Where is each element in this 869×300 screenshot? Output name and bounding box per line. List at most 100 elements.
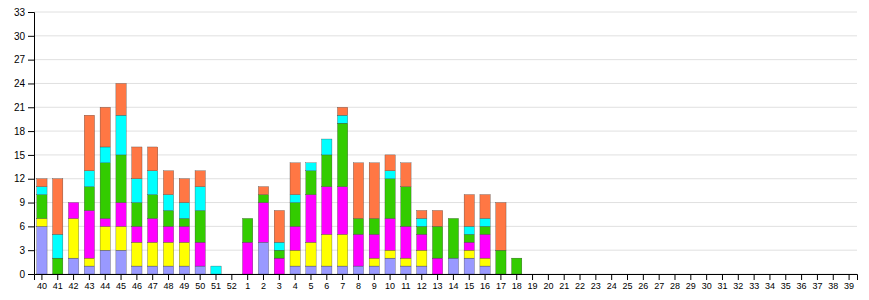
bar-segment xyxy=(337,187,347,235)
bar-segment xyxy=(733,274,743,275)
x-tick-mark xyxy=(532,274,533,280)
bar-segment xyxy=(227,274,237,275)
bar-segment xyxy=(401,163,411,187)
bar-segment xyxy=(575,274,585,275)
bar-segment xyxy=(37,218,47,226)
bar-segment xyxy=(179,203,189,219)
x-tick: 31 xyxy=(717,274,727,291)
bar-segment xyxy=(765,274,775,275)
bar-segment xyxy=(844,274,854,275)
x-tick-label: 47 xyxy=(148,281,158,291)
x-tick: 25 xyxy=(623,274,633,291)
bar-segment xyxy=(84,266,94,274)
x-tick-label: 3 xyxy=(277,281,282,291)
bar-segment xyxy=(527,274,537,275)
bar-segment xyxy=(543,274,553,275)
x-axis-line xyxy=(35,275,858,281)
x-tick-mark xyxy=(390,274,391,280)
bar-segment xyxy=(828,274,838,275)
bar-segment xyxy=(638,274,648,275)
x-tick-label: 35 xyxy=(781,281,791,291)
bar-segment xyxy=(306,195,316,243)
bar-segment xyxy=(796,274,806,275)
bar-segment xyxy=(765,274,775,275)
x-tick: 1 xyxy=(245,274,250,291)
bar-segment xyxy=(243,218,253,242)
x-tick-label: 4 xyxy=(293,281,298,291)
bar-segment xyxy=(765,274,775,275)
x-tick-label: 44 xyxy=(100,281,110,291)
bar-segment xyxy=(607,274,617,275)
y-tick-mark xyxy=(28,155,34,156)
bar-segment xyxy=(116,83,126,115)
y-tick-mark xyxy=(28,131,34,132)
bar-segment xyxy=(401,187,411,227)
bar-segment xyxy=(607,274,617,275)
bar-segment xyxy=(148,171,158,195)
bar-segment xyxy=(527,274,537,275)
x-tick-label: 38 xyxy=(828,281,838,291)
bar-segment xyxy=(622,274,632,275)
x-tick: 22 xyxy=(575,274,585,291)
x-tick: 10 xyxy=(385,274,395,291)
bar-segment xyxy=(369,266,379,274)
x-tick-mark xyxy=(57,274,58,280)
y-tick-label: 6 xyxy=(19,221,25,232)
bar-segment xyxy=(369,234,379,258)
bar-segment xyxy=(290,195,300,203)
bar-segment xyxy=(812,274,822,275)
y-tick-mark xyxy=(28,83,34,84)
grid xyxy=(34,12,857,274)
bar-segment xyxy=(163,226,173,242)
bar-segment xyxy=(686,274,696,275)
bar-segment xyxy=(385,179,395,219)
x-tick: 21 xyxy=(559,274,569,291)
bar-segment xyxy=(543,274,553,275)
y-tick: 12 xyxy=(14,173,34,184)
x-tick-label: 52 xyxy=(227,281,237,291)
x-tick: 12 xyxy=(417,274,427,291)
bar-segment xyxy=(116,250,126,274)
bar-segment xyxy=(702,274,712,275)
bar-segment xyxy=(148,242,158,266)
x-tick: 29 xyxy=(686,274,696,291)
bar-segment xyxy=(274,250,284,258)
y-tick-label: 24 xyxy=(14,78,26,89)
x-tick-label: 42 xyxy=(69,281,79,291)
bar-segment xyxy=(84,187,94,211)
bar-segment xyxy=(796,274,806,275)
x-tick-mark xyxy=(184,274,185,280)
bar-segment xyxy=(116,155,126,203)
x-tick-mark xyxy=(405,274,406,280)
bar-segment xyxy=(432,226,442,258)
y-tick-label: 9 xyxy=(19,197,25,208)
bar-segment xyxy=(607,274,617,275)
x-tick-label: 22 xyxy=(575,281,585,291)
x-tick-mark xyxy=(295,274,296,280)
x-tick-mark xyxy=(152,274,153,280)
x-tick: 51 xyxy=(211,274,221,291)
bar-segment xyxy=(686,274,696,275)
bar-segment xyxy=(68,258,78,274)
x-tick-mark xyxy=(216,274,217,280)
bar-segment xyxy=(195,187,205,211)
bar-segment xyxy=(812,274,822,275)
bar-segment xyxy=(322,139,332,140)
bar-segment xyxy=(844,274,854,275)
bar-segment xyxy=(417,234,427,250)
x-tick-label: 32 xyxy=(733,281,743,291)
x-tick: 27 xyxy=(654,274,664,291)
bar-segment xyxy=(100,226,110,250)
x-tick-mark xyxy=(627,274,628,280)
y-tick: 27 xyxy=(14,54,34,65)
bar-segment xyxy=(369,258,379,266)
y-tick-label: 15 xyxy=(14,150,26,161)
bar-segment xyxy=(227,274,237,275)
bar-segment xyxy=(543,274,553,275)
bar-segment xyxy=(670,274,680,275)
bar-segment xyxy=(781,274,791,275)
x-tick-mark xyxy=(722,274,723,280)
x-tick-mark xyxy=(200,274,201,280)
x-tick-label: 15 xyxy=(464,281,474,291)
bar-segment xyxy=(464,250,474,258)
